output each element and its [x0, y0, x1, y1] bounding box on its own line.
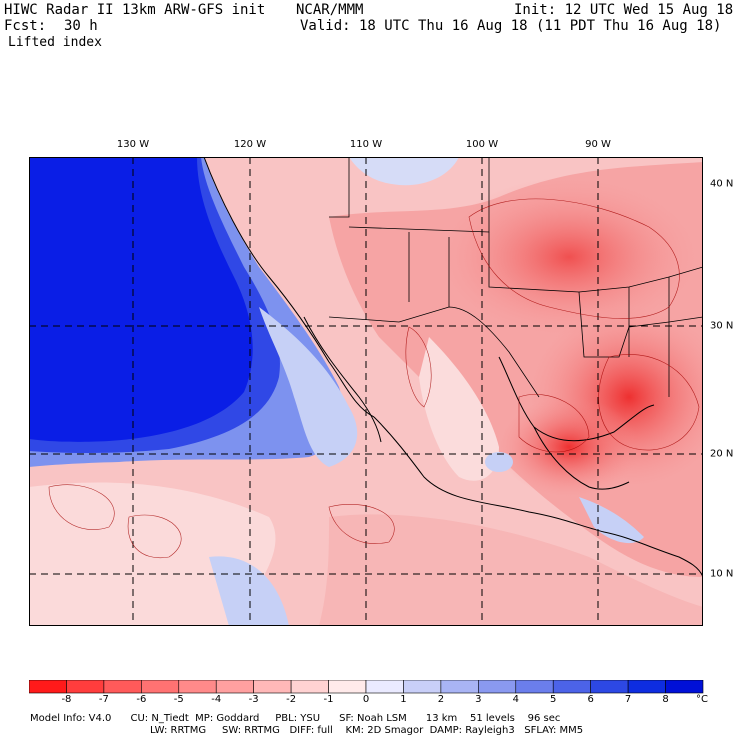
- field-name: Lifted index: [8, 35, 102, 50]
- colorbar-tick-label: 6: [587, 694, 594, 705]
- colorbar-cell: [141, 680, 180, 694]
- colorbar-cell: [29, 680, 67, 694]
- colorbar-tick-label: 3: [475, 694, 482, 705]
- colorbar-tick-label: 8: [662, 694, 669, 705]
- colorbar-tick-label: -8: [61, 694, 72, 705]
- colorbar-cell: [440, 680, 479, 694]
- colorbar-cell: [515, 680, 554, 694]
- colorbar-tick-label: 1: [400, 694, 407, 705]
- mexico-blue-spot: [485, 452, 513, 472]
- lon-label: 130 W: [116, 139, 150, 150]
- pale-blue-patch: [209, 556, 289, 626]
- pale-southwest: [29, 482, 276, 626]
- colorbar-tick-label: -6: [136, 694, 147, 705]
- mexico-pale: [419, 337, 499, 481]
- lon-label: 120 W: [233, 139, 267, 150]
- lat-label: 40 N: [710, 178, 734, 190]
- north-pale-blue: [349, 157, 459, 186]
- coastal-pale-blue: [259, 307, 358, 467]
- contours: [48, 198, 700, 559]
- colorbar-tick-label: -1: [323, 694, 334, 705]
- colorbar-cell: [66, 680, 105, 694]
- colorbar-cell: [103, 680, 142, 694]
- colorbar-tick-label: -2: [286, 694, 297, 705]
- colorbar-cell: [178, 680, 217, 694]
- colorbar-unit: °C: [696, 694, 708, 705]
- colorbar-cell: [253, 680, 292, 694]
- footer-physics-info: LW: RRTMG SW: RRTMG DIFF: full KM: 2D Sm…: [150, 725, 584, 736]
- colorbar-tick-label: -5: [173, 694, 184, 705]
- colorbar-cell: [365, 680, 404, 694]
- colorbar-tick-label: 0: [362, 694, 370, 705]
- lat-label: 20 N: [710, 448, 734, 460]
- colorbar-tick-label: -4: [211, 694, 222, 705]
- colorbar-tick-label: 7: [624, 694, 632, 705]
- init-time: Init: 12 UTC Wed 15 Aug 18: [514, 2, 734, 18]
- colorbar-cell: [215, 680, 254, 694]
- blue-deep: [29, 157, 253, 442]
- valid-time: Valid: 18 UTC Thu 16 Aug 18 (11 PDT Thu …: [300, 18, 722, 34]
- model-title: HIWC Radar II 13km ARW-GFS init: [4, 2, 266, 18]
- forecast-label: Fcst:: [4, 18, 47, 34]
- red-core-gulf-west: [499, 397, 639, 497]
- colorbar-cell: [552, 680, 591, 694]
- colorbar-cell: [290, 680, 329, 694]
- footer-model-info: Model Info: V4.0 CU: N_Tiedt MP: Goddard…: [30, 713, 561, 724]
- lat-label: 10 N: [710, 568, 734, 580]
- colorbar-cell: [665, 680, 704, 694]
- map-frame: [29, 157, 703, 626]
- colorbar-cell: [328, 680, 367, 694]
- colorbar-tick-label: 2: [437, 694, 445, 705]
- colorbar-cell: [478, 680, 517, 694]
- colorbar: [29, 680, 704, 694]
- colorbar-cell: [403, 680, 442, 694]
- colorbar-tick-label: -3: [248, 694, 259, 705]
- lon-label: 110 W: [349, 139, 383, 150]
- red-core-north: [439, 177, 699, 337]
- organization: NCAR/MMM: [296, 2, 364, 18]
- colorbar-cell: [627, 680, 666, 694]
- borders: [328, 157, 703, 398]
- lon-label: 100 W: [465, 139, 499, 150]
- coastlines: [203, 157, 703, 578]
- graticule: [29, 157, 703, 626]
- colorbar-tick-label: 5: [550, 694, 557, 705]
- lat-label: 30 N: [710, 320, 734, 332]
- lifted-index-map: [29, 157, 703, 626]
- forecast-hour: 30 h: [64, 18, 98, 34]
- central-america-blue: [579, 497, 644, 544]
- lon-label: 90 W: [585, 139, 611, 150]
- colorbar-tick-label: 4: [512, 694, 519, 705]
- colorbar-cell: [590, 680, 629, 694]
- colorbar-tick-label: -7: [98, 694, 109, 705]
- east-pacific-red: [319, 514, 703, 626]
